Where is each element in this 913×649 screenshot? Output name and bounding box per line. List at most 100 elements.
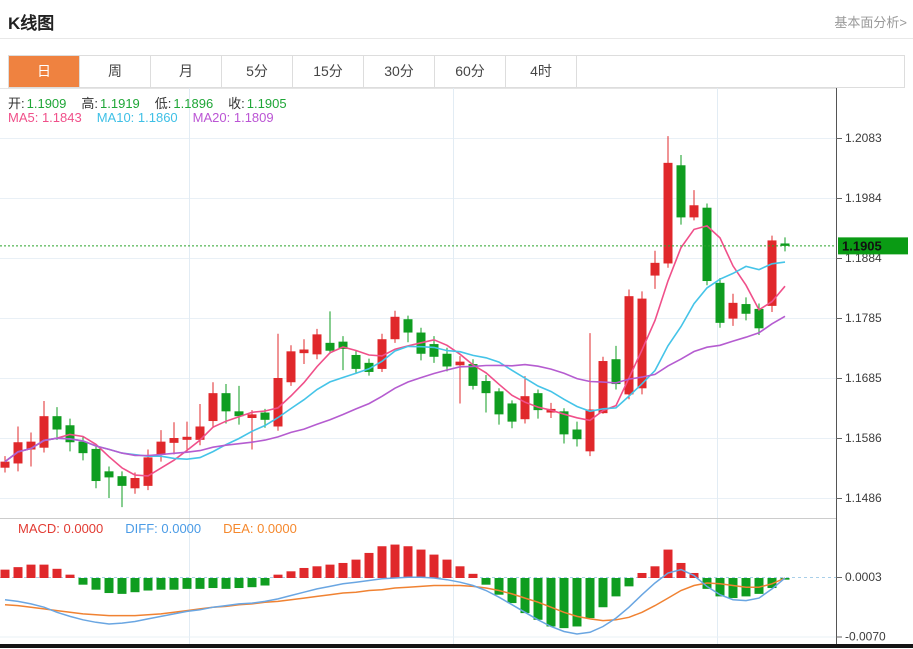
candle-body <box>754 308 764 329</box>
candle-body <box>338 341 348 349</box>
macd-bar <box>546 578 556 627</box>
macd-bar <box>299 567 309 578</box>
price-tick-label: 1.1486 <box>845 491 882 505</box>
macd-bar <box>416 549 426 578</box>
diff-line <box>4 568 786 635</box>
candle-body <box>611 359 621 385</box>
candle-body <box>715 282 725 323</box>
macd-bar <box>624 578 634 587</box>
macd-bar <box>442 559 452 578</box>
macd-bar <box>364 552 374 578</box>
price-tick-label: 1.1785 <box>845 311 882 325</box>
macd-bar <box>182 578 192 589</box>
macd-bar <box>26 564 36 578</box>
price-tick-label: 1.1586 <box>845 431 882 445</box>
macd-bar <box>598 578 608 608</box>
macd-bar <box>91 578 101 590</box>
candle-body <box>650 262 660 276</box>
macd-bar <box>754 578 764 594</box>
candle-body <box>767 240 777 306</box>
macd-bar <box>728 578 738 599</box>
macd-bar <box>611 578 621 597</box>
candle-body <box>507 403 517 422</box>
macd-bar <box>338 562 348 578</box>
candle-body <box>299 349 309 354</box>
kline-chart[interactable]: 1.2083 1.1984 1.1884 1.1785 1.1685 1.1586 1.14… <box>0 88 913 649</box>
candle-body <box>351 354 361 369</box>
macd-bar <box>533 578 543 620</box>
candle-body <box>78 441 88 454</box>
macd-bar <box>234 578 244 589</box>
ma10-line <box>4 261 786 463</box>
candle-body <box>481 381 491 394</box>
candle-body <box>572 429 582 440</box>
macd-pane <box>0 544 790 635</box>
candle-body <box>403 319 413 333</box>
macd-bar <box>208 578 218 589</box>
macd-bar <box>143 578 153 591</box>
macd-bar <box>247 578 257 588</box>
candle-body <box>247 414 257 418</box>
candle-body <box>585 409 595 452</box>
candle-body <box>221 393 231 412</box>
tab-period-周[interactable]: 周 <box>80 56 151 87</box>
macd-bar <box>0 569 10 578</box>
macd-bar <box>195 578 205 589</box>
macd-tick-label: 0.0003 <box>845 570 882 584</box>
macd-bar <box>403 546 413 578</box>
candle-body <box>702 207 712 282</box>
macd-bar <box>13 567 23 578</box>
candle-body <box>39 416 49 448</box>
tab-period-60分[interactable]: 60分 <box>435 56 506 87</box>
macd-bar <box>520 578 530 614</box>
candle-body <box>273 378 283 427</box>
candle-body <box>182 436 192 440</box>
macd-bar <box>572 578 582 627</box>
tab-period-月[interactable]: 月 <box>151 56 222 87</box>
candle-body <box>689 205 699 218</box>
macd-bar <box>117 578 127 594</box>
fundamental-analysis-link[interactable]: 基本面分析> <box>834 15 907 30</box>
macd-bar <box>104 578 114 594</box>
ma20-line <box>4 315 786 463</box>
tab-bar-filler <box>577 56 904 87</box>
candle-body <box>364 362 374 372</box>
tab-period-5分[interactable]: 5分 <box>222 56 293 87</box>
tab-period-15分[interactable]: 15分 <box>293 56 364 87</box>
macd-bar <box>52 568 62 578</box>
price-tick-label: 1.1685 <box>845 371 882 385</box>
candle-body <box>52 416 62 430</box>
candle-body <box>91 448 101 482</box>
macd-bar <box>481 578 491 585</box>
candle-body <box>104 471 114 478</box>
candle-body <box>520 396 530 420</box>
candle-body <box>117 476 127 486</box>
ma5-line <box>4 225 786 477</box>
period-tab-bar: 日周月 5分 15分 30分 60分 4时 <box>8 55 905 88</box>
macd-bar <box>637 572 647 578</box>
macd-bar <box>663 549 673 578</box>
macd-bar <box>390 544 400 578</box>
candle-body <box>780 243 790 246</box>
page-title: K线图 <box>8 14 55 33</box>
tab-period-4时[interactable]: 4时 <box>506 56 577 87</box>
last-price-badge-label: 1.1905 <box>842 238 882 253</box>
candle-body <box>195 426 205 440</box>
price-tick-label: 1.2083 <box>845 131 882 145</box>
macd-bar <box>377 546 387 578</box>
candle-body <box>468 364 478 386</box>
tab-period-日[interactable]: 日 <box>9 56 80 87</box>
tab-period-30分[interactable]: 30分 <box>364 56 435 87</box>
macd-bar <box>221 578 231 589</box>
macd-bar <box>468 573 478 578</box>
macd-bar <box>715 578 725 597</box>
candle-body <box>637 298 647 389</box>
candle-body <box>663 162 673 264</box>
macd-tick-label: -0.0070 <box>845 629 886 643</box>
candle-body <box>260 412 270 420</box>
candle-body <box>169 438 179 443</box>
macd-bar <box>260 578 270 586</box>
candle-body <box>390 316 400 340</box>
candle-body <box>624 296 634 395</box>
macd-bar <box>273 574 283 578</box>
